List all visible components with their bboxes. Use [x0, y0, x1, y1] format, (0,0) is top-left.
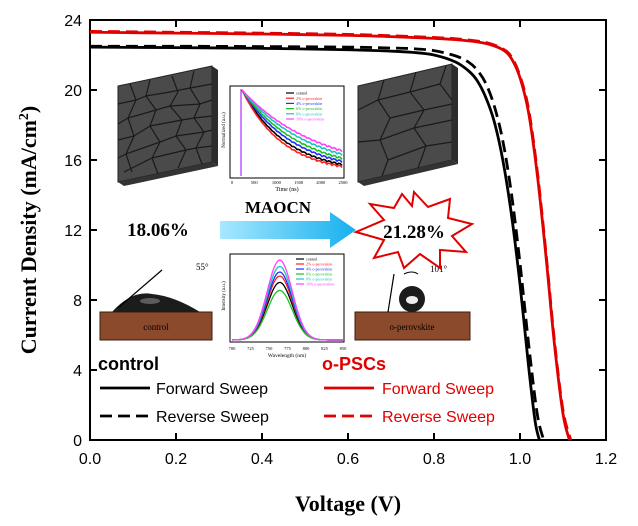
trpl-legend-label: 4% o-perovskite	[296, 101, 323, 106]
x-tick-label: 1.0	[509, 451, 531, 468]
x-axis-label: Voltage (V)	[295, 491, 401, 516]
y-tick-label: 12	[64, 223, 82, 240]
y-axis-label: Current Density (mA/cm2)	[16, 106, 41, 355]
trpl-x-tick-label: 0	[231, 180, 234, 185]
trpl-legend-label: 8% o-perovskite	[296, 111, 323, 116]
pl-inset: Intensity (a.u.) Wavelength (nm) 700 725 7…	[222, 253, 348, 359]
trpl-curve	[241, 89, 343, 163]
pl-curve	[232, 259, 343, 341]
y-axis-label-main: Current Density (mA/cm	[16, 120, 41, 354]
grain-image-control	[117, 65, 218, 186]
y-tick-label: 20	[64, 83, 82, 100]
legend-opsc-forward-label: Forward Sweep	[382, 381, 494, 398]
y-tick-label: 16	[64, 153, 82, 170]
trpl-legend-label: 2% o-perovskite	[296, 96, 323, 101]
trpl-x-tick-label: 500	[251, 180, 259, 185]
pce-opsc: 21.28%	[383, 222, 445, 243]
pce-control: 18.06%	[127, 220, 189, 241]
trpl-curve	[241, 89, 343, 169]
jv-curves	[89, 29, 573, 441]
x-tick-label: 0.8	[423, 451, 445, 468]
trpl-inset: Normalized (a.u.) Time (ns) 0 500 1000 1500…	[222, 85, 349, 193]
pl-legend-label: control	[306, 257, 318, 262]
maocn-arrow	[220, 212, 356, 248]
y-tick-label: 0	[73, 433, 82, 450]
y-axis-label-close: )	[16, 106, 41, 113]
trpl-curve	[241, 89, 343, 167]
trpl-x-tick-label: 1500	[294, 180, 304, 185]
legend-opsc-reverse-label: Reverse Sweep	[382, 409, 495, 426]
pl-legend-label: 8% o-perovskite	[306, 277, 333, 282]
contact-angle-opsc: 101° o-perovskite	[354, 264, 471, 341]
grain-image-opsc	[357, 63, 458, 186]
trpl-legend-label: 10% o-perovskite	[296, 117, 325, 122]
angle-opsc-label: 101°	[430, 264, 448, 274]
trpl-curve	[241, 89, 343, 153]
substrate-opsc-label: o-perovskite	[390, 322, 435, 332]
pl-legend-label: 6% o-perovskite	[306, 272, 333, 277]
trpl-x-tick-label: 1000	[272, 180, 282, 185]
legend-opsc-title: o-PSCs	[322, 354, 386, 374]
legend-control-reverse-label: Reverse Sweep	[156, 409, 269, 426]
pl-legend-label: 4% o-perovskite	[306, 267, 333, 272]
pl-legend-label: 10% o-perovskite	[306, 282, 335, 287]
trpl-y-label: Normalized (a.u.)	[222, 112, 227, 148]
jv-series-o-pscs-reverse-sweep	[89, 29, 573, 441]
y-tick-label: 24	[64, 13, 82, 30]
pl-x-tick-label: 775	[284, 346, 292, 351]
trpl-x-tick-label: 2000	[316, 180, 326, 185]
pl-x-label: Wavelength (nm)	[268, 352, 306, 359]
x-tick-label: 0.6	[337, 451, 359, 468]
trpl-x-tick-label: 2500	[339, 180, 349, 185]
pl-y-label: Intensity (a.u.)	[222, 281, 227, 311]
jv-series-control-reverse-sweep	[89, 44, 546, 441]
angle-control-label: 55°	[196, 262, 209, 272]
legend: control Forward Sweep Reverse Sweep o-PS…	[98, 354, 495, 426]
pl-x-tick-label: 850	[340, 346, 348, 351]
x-tick-label: 0.0	[79, 451, 101, 468]
y-tick-label: 8	[73, 293, 82, 310]
jv-series-control-forward-sweep	[89, 45, 541, 441]
substrate-control-label: control	[143, 322, 169, 332]
axis-ticks: 0.0 0.2 0.4 0.6 0.8 1.0 1.2 0 4 8 12 16 20 24	[64, 13, 617, 468]
trpl-legend-label: control	[296, 91, 308, 96]
legend-control-forward-label: Forward Sweep	[156, 381, 268, 398]
x-tick-label: 0.4	[251, 451, 273, 468]
pce-starburst	[353, 189, 475, 270]
pl-legend-label: 2% o-perovskite	[306, 262, 333, 267]
trpl-legend-label: 6% o-perovskite	[296, 106, 323, 111]
trpl-curve	[241, 89, 343, 156]
x-tick-label: 0.2	[165, 451, 187, 468]
pl-x-tick-label: 750	[266, 346, 274, 351]
x-tick-label: 1.2	[595, 451, 617, 468]
legend-control-title: control	[98, 354, 159, 374]
y-axis-label-sup: 2	[17, 113, 32, 120]
y-tick-label: 4	[73, 363, 82, 380]
trpl-x-label: Time (ns)	[275, 186, 298, 193]
pl-x-tick-label: 800	[303, 346, 311, 351]
pl-x-tick-label: 725	[247, 346, 255, 351]
pl-x-tick-label: 700	[229, 346, 237, 351]
trpl-curve	[241, 89, 343, 160]
arrow-label: MAOCN	[245, 198, 312, 217]
contact-angle-control: 55° control	[99, 262, 213, 341]
pl-x-tick-label: 825	[321, 346, 329, 351]
